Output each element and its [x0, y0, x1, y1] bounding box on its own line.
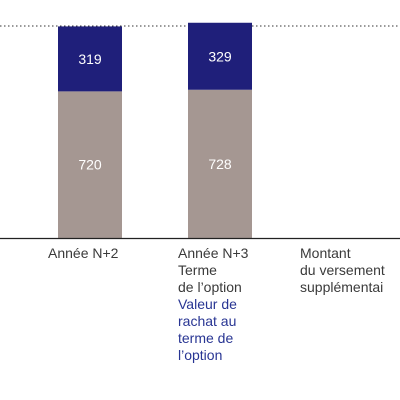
note-line-blue: l’option	[178, 347, 223, 363]
category-name: Année N+3	[178, 245, 249, 261]
category-label-n2: Année N+2	[48, 245, 118, 262]
category-label-montant: Montant du versement supplémentai	[300, 245, 385, 296]
bar-value-label: 319	[78, 51, 102, 67]
bar-segment-upper-2	[188, 22, 252, 90]
bar-value-label: 720	[78, 157, 102, 173]
label-line: supplémentai	[300, 279, 384, 295]
note-line-blue: terme de	[178, 330, 234, 346]
note-line-blue: rachat au	[178, 313, 237, 329]
note-line: de l’option	[178, 279, 242, 295]
label-line: du versement	[300, 262, 385, 278]
bar-segment-lower-2	[188, 89, 252, 239]
bar-segment-upper-1	[58, 26, 122, 92]
stacked-bar-chart: 720 319 728 329	[0, 22, 400, 240]
category-name: Année N+2	[48, 245, 119, 261]
bar-segment-lower-1	[58, 91, 122, 238]
bar-value-label: 728	[208, 156, 232, 172]
note-line: Terme	[178, 262, 217, 278]
label-line: Montant	[300, 245, 351, 261]
bar-value-label: 329	[208, 48, 232, 64]
category-label-n3: Année N+3 Terme de l’option Valeur de ra…	[178, 245, 248, 364]
note-line-blue: Valeur de	[178, 296, 237, 312]
